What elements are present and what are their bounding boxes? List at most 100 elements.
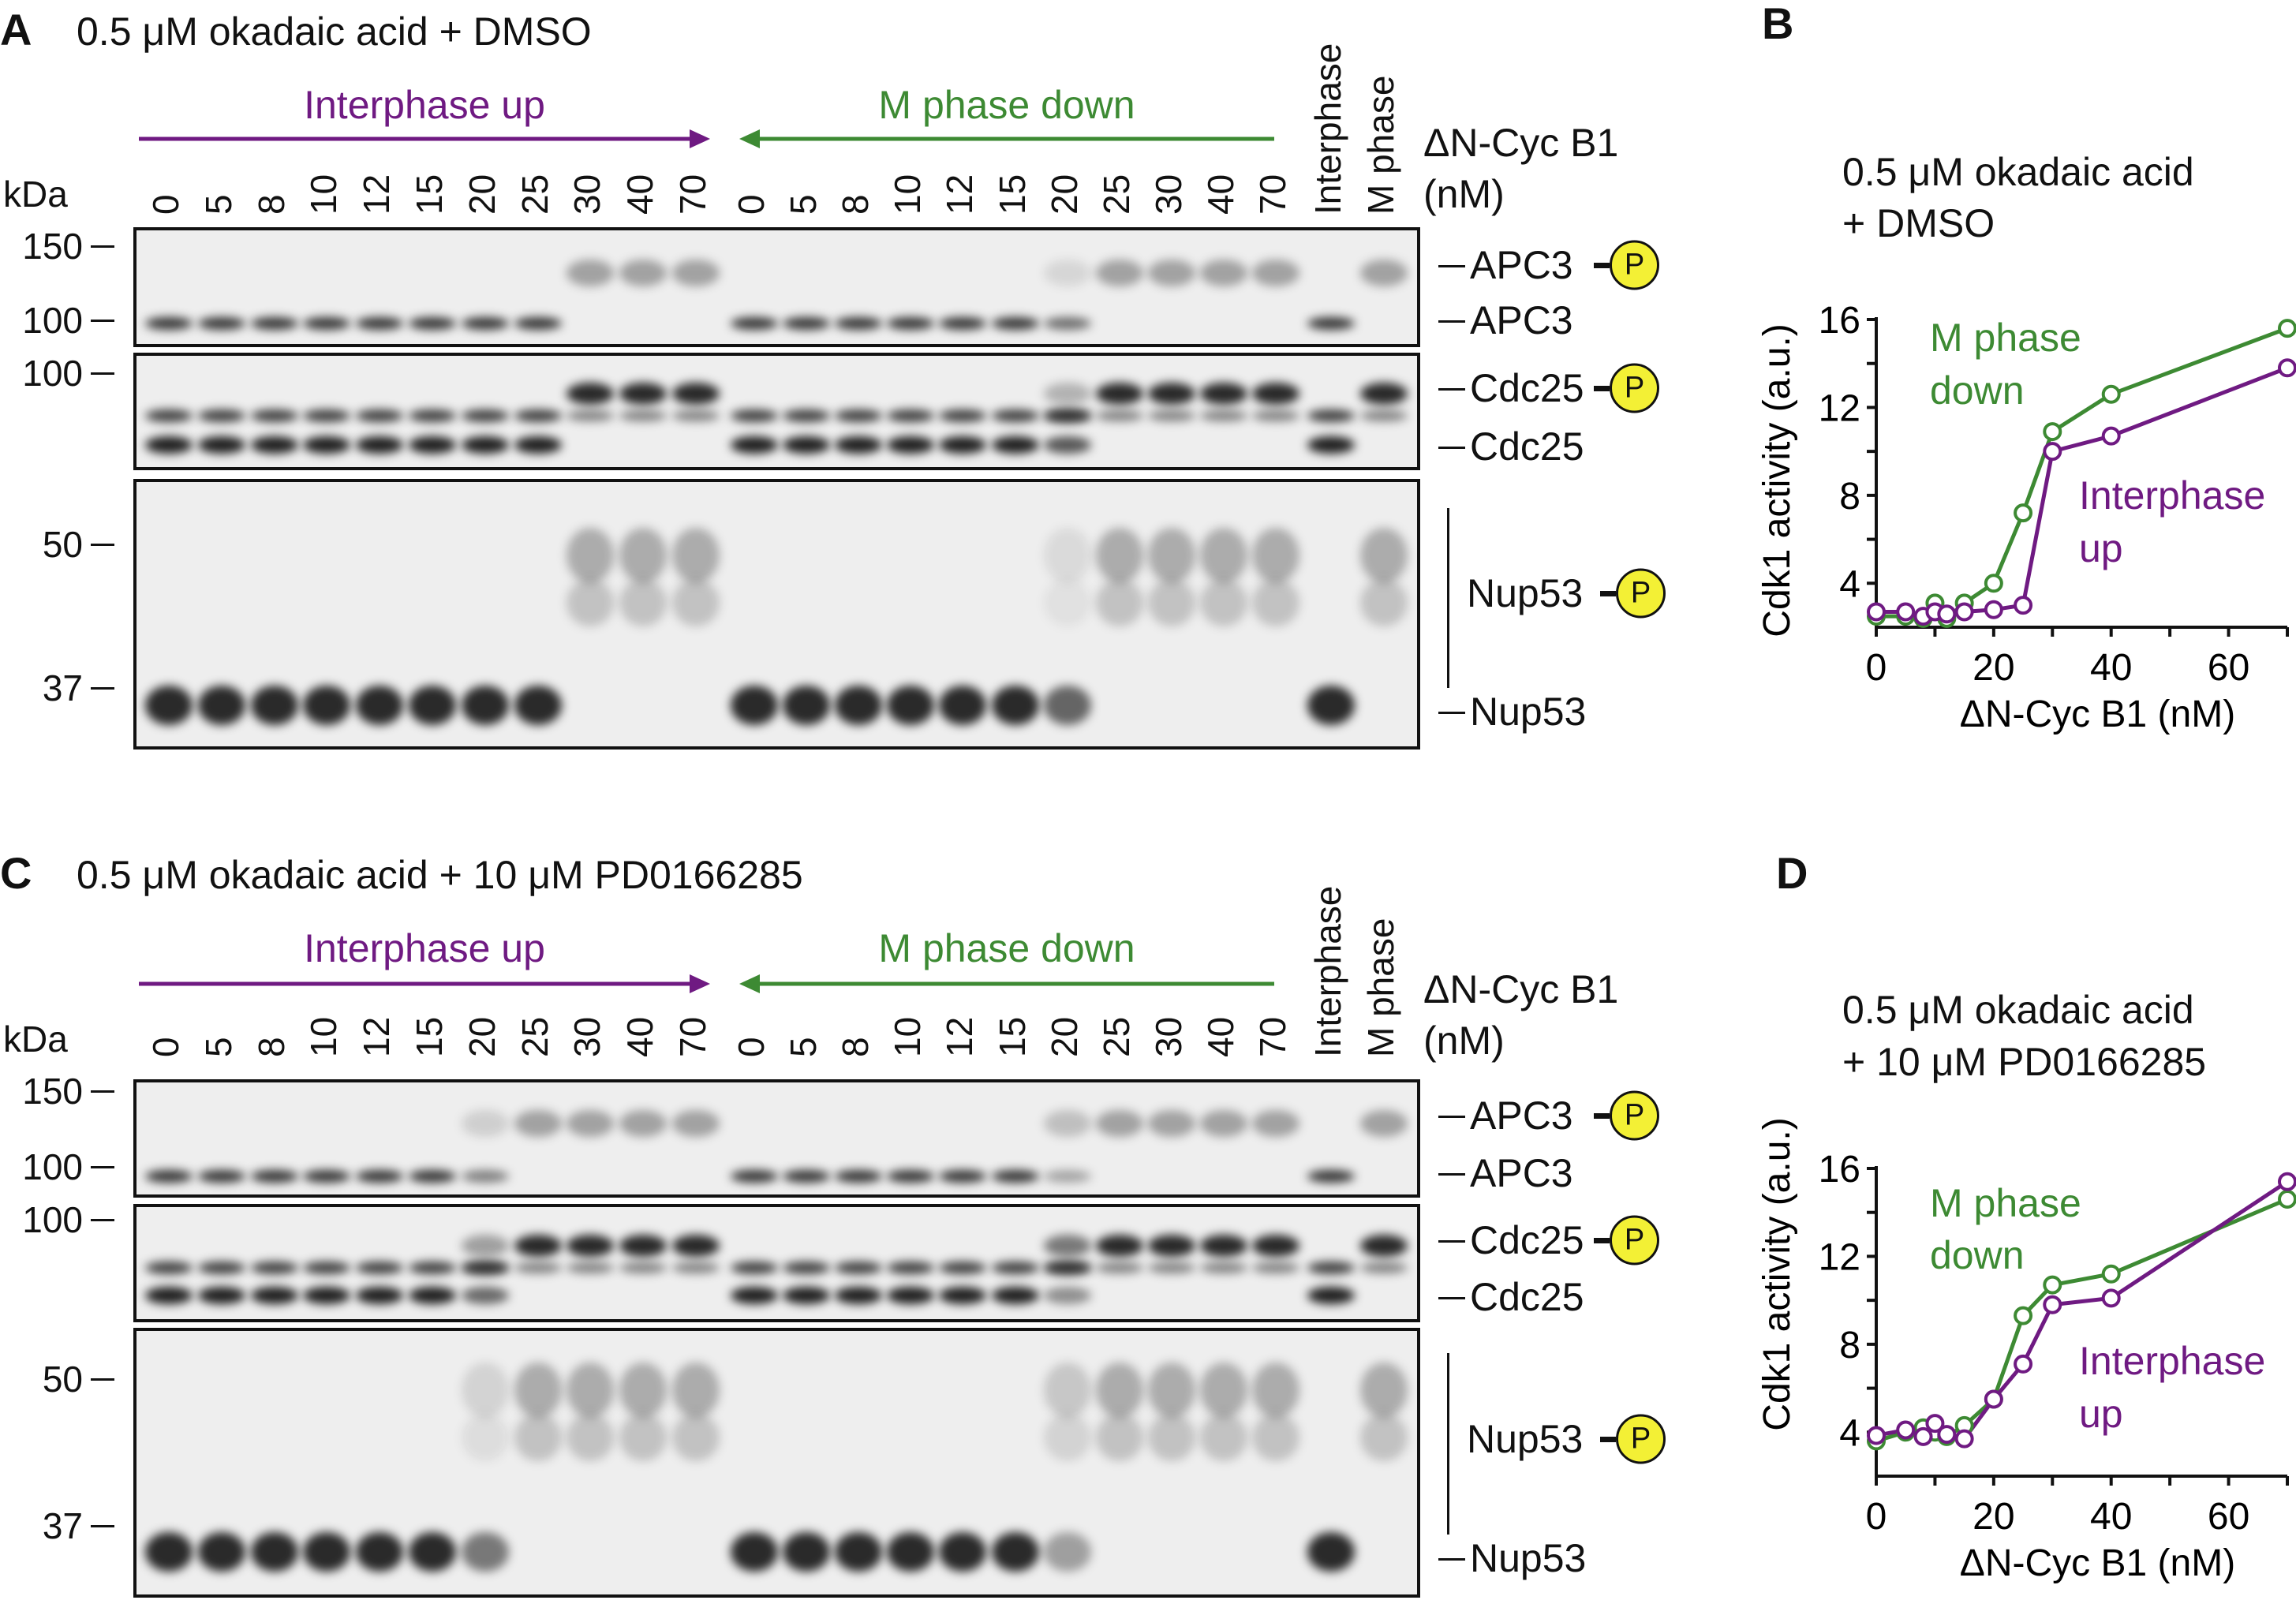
kda-marker: 150 bbox=[22, 226, 83, 267]
blot-band bbox=[783, 1287, 831, 1304]
data-point bbox=[2101, 426, 2121, 446]
blot-band bbox=[939, 1287, 987, 1304]
label-dash bbox=[1438, 320, 1465, 323]
data-point bbox=[2014, 503, 2033, 523]
blot-band bbox=[619, 260, 667, 286]
blot-band bbox=[1095, 1414, 1143, 1461]
blot-band bbox=[461, 1414, 509, 1461]
lane-label-up: 10 bbox=[303, 174, 345, 215]
blot-band bbox=[1043, 1287, 1091, 1304]
arrow-head-right-icon bbox=[690, 129, 710, 148]
blot-band bbox=[303, 409, 351, 422]
blot-band bbox=[250, 1262, 298, 1274]
blot-band bbox=[250, 436, 298, 454]
data-point bbox=[1937, 1426, 1957, 1446]
western-blot-cdc25 bbox=[133, 353, 1420, 470]
blot-band bbox=[1043, 1235, 1091, 1257]
blot-band bbox=[939, 1262, 987, 1274]
blot-band bbox=[672, 528, 720, 583]
legend-m-phase-line2: down bbox=[1930, 1233, 2025, 1277]
blot-band bbox=[1252, 410, 1299, 421]
lane-label-down: 12 bbox=[939, 174, 981, 215]
blot-band bbox=[1147, 383, 1195, 405]
blot-band bbox=[619, 1235, 667, 1257]
blot-band bbox=[197, 1532, 245, 1572]
blot-band bbox=[835, 317, 883, 330]
blot-band bbox=[835, 436, 883, 454]
blot-band bbox=[1043, 317, 1091, 330]
blot-band bbox=[1252, 1235, 1299, 1257]
blot-band bbox=[567, 579, 615, 626]
blot-band bbox=[303, 1532, 351, 1572]
blot-band bbox=[1043, 1363, 1091, 1418]
blot-band bbox=[1095, 1363, 1143, 1418]
blot-band bbox=[1307, 1170, 1355, 1183]
protein-label: APC3 bbox=[1470, 1151, 1573, 1195]
blot-band bbox=[1147, 1414, 1195, 1461]
blot-band bbox=[461, 1262, 509, 1273]
blot-band bbox=[672, 1414, 720, 1461]
lane-label-down: 40 bbox=[1199, 1016, 1241, 1057]
lane-label-down: 0 bbox=[731, 1037, 772, 1057]
x-tick-label: 40 bbox=[2090, 1496, 2132, 1538]
blot-band bbox=[783, 1170, 831, 1183]
lane-label-down: 25 bbox=[1095, 174, 1137, 215]
blot-band bbox=[1360, 1110, 1408, 1137]
data-point bbox=[1984, 1389, 2003, 1409]
kda-marker: 50 bbox=[42, 1359, 83, 1400]
blot-band bbox=[1307, 436, 1355, 454]
blot-band bbox=[409, 1287, 456, 1304]
lane-label-up: 30 bbox=[567, 1016, 608, 1057]
data-point bbox=[2014, 1354, 2033, 1374]
blot-band bbox=[1252, 528, 1299, 583]
blot-band bbox=[783, 686, 831, 725]
legend-m-phase-line1: M phase bbox=[1930, 1181, 2081, 1225]
lane-label-up: 12 bbox=[356, 1016, 398, 1057]
blot-band bbox=[619, 1262, 667, 1273]
protein-label: APC3 bbox=[1470, 243, 1573, 287]
panel-letter: B bbox=[1762, 0, 1794, 48]
blot-band bbox=[991, 409, 1039, 422]
blot-band bbox=[1095, 1110, 1143, 1137]
blot-band bbox=[835, 1170, 883, 1183]
blot-band bbox=[514, 1414, 562, 1461]
phospho-circle-icon: P bbox=[1610, 1215, 1659, 1265]
blot-band bbox=[1252, 383, 1299, 405]
blot-band bbox=[939, 686, 987, 725]
blot-band bbox=[991, 317, 1039, 330]
kda-marker: 100 bbox=[22, 300, 83, 341]
nup53-bracket-line bbox=[1447, 1353, 1449, 1535]
y-tick-label: 12 bbox=[1819, 387, 1860, 429]
kda-marker: 100 bbox=[22, 1199, 83, 1240]
blot-band bbox=[835, 1532, 883, 1572]
y-axis-label: Cdk1 activity (a.u.) bbox=[1756, 1117, 1798, 1430]
blot-band bbox=[567, 383, 615, 405]
blot-band bbox=[1043, 579, 1091, 626]
data-point bbox=[2043, 422, 2062, 442]
blot-band bbox=[250, 317, 298, 330]
blot-band bbox=[887, 1532, 935, 1572]
blot-band bbox=[1199, 260, 1247, 286]
protein-label: Nup53 bbox=[1470, 1536, 1587, 1580]
blot-band bbox=[1199, 528, 1247, 583]
lane-label-down: 30 bbox=[1147, 1016, 1189, 1057]
data-point bbox=[1954, 602, 1974, 622]
blot-band bbox=[145, 317, 193, 330]
blot-band bbox=[991, 1532, 1039, 1572]
blot-band bbox=[1043, 1110, 1091, 1137]
blot-band bbox=[1043, 1170, 1091, 1183]
blot-band bbox=[567, 1235, 615, 1257]
data-point bbox=[2014, 1306, 2033, 1325]
blot-band bbox=[514, 1235, 562, 1257]
marker-tick bbox=[91, 1525, 114, 1527]
blot-band bbox=[197, 1170, 245, 1183]
lane-label-down: 20 bbox=[1043, 1016, 1085, 1057]
blot-band bbox=[409, 1262, 456, 1274]
blot-band bbox=[672, 579, 720, 626]
protein-label: Cdc25 bbox=[1470, 1275, 1584, 1319]
x-tick-label: 0 bbox=[1866, 1496, 1887, 1538]
blot-band bbox=[1199, 1262, 1247, 1273]
cyc-label: ΔN-Cyc B1 bbox=[1423, 967, 1619, 1011]
blot-band bbox=[731, 1287, 778, 1304]
protein-label: APC3 bbox=[1470, 298, 1573, 342]
